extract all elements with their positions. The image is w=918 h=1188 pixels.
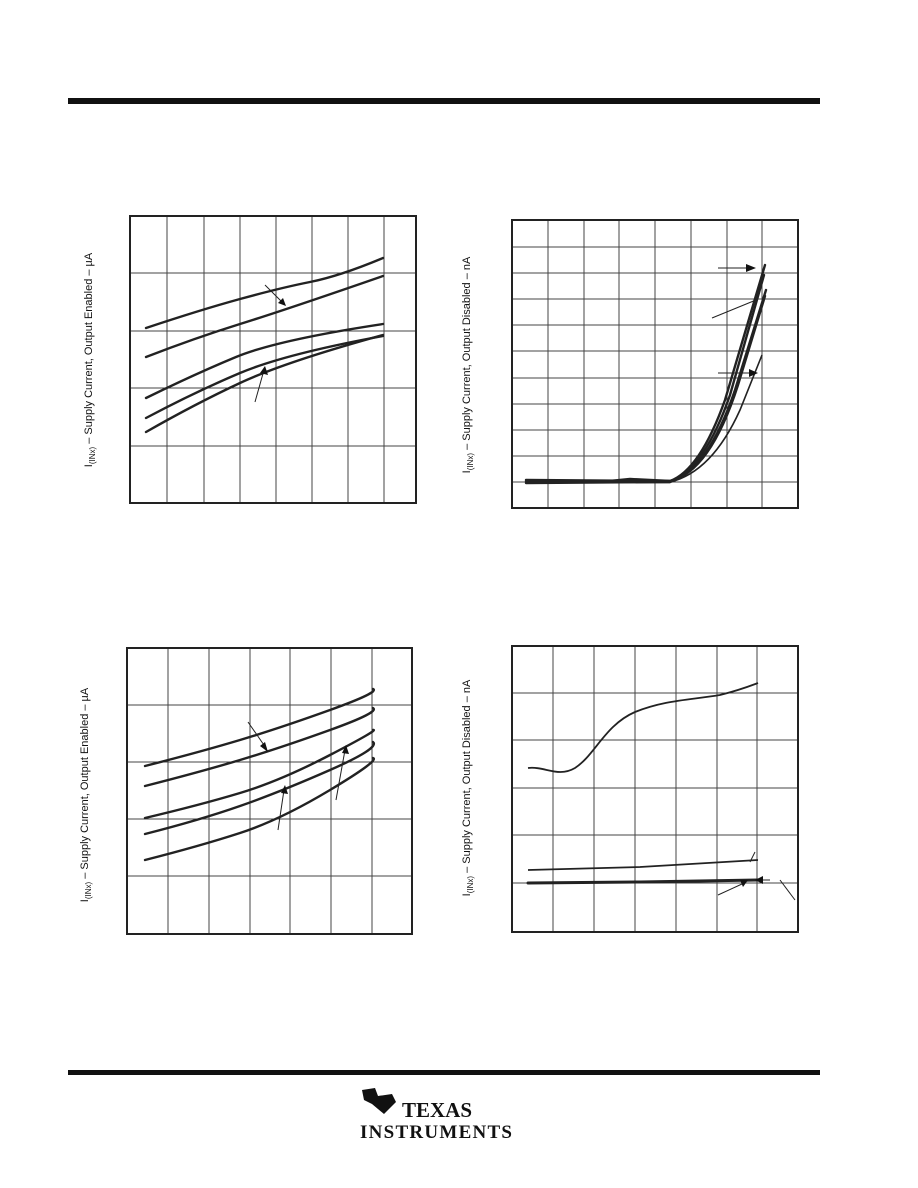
label-part: – Supply Current, Output Disabled – nA — [461, 679, 473, 876]
label-part: I — [461, 470, 473, 473]
top-rule — [68, 98, 820, 104]
label-part: I — [83, 464, 95, 467]
chart-1: I(INx) – Supply Current, Output Enabled … — [83, 215, 417, 504]
y-axis-label: I(INx) – Supply Current, Output Disabled… — [461, 256, 475, 473]
chart-2: I(INx) – Supply Current, Output Disabled… — [461, 219, 799, 509]
logo-text: INSTRUMENTS — [360, 1122, 512, 1143]
label-part: (INx) — [466, 876, 475, 894]
y-axis-label: I(INx) – Supply Current, Output Disabled… — [461, 679, 475, 896]
chart-4: I(INx) – Supply Current, Output Disabled… — [461, 645, 799, 933]
logo-text: TEXAS — [402, 1098, 472, 1122]
label-part: (INx) — [466, 453, 475, 471]
bottom-rule — [68, 1070, 820, 1075]
label-part: I — [461, 893, 473, 896]
chart-3: I(INx) – Supply Current, Output Enabled … — [79, 647, 413, 935]
label-part: – Supply Current, Output Enabled – µA — [79, 687, 91, 882]
y-axis-label: I(INx) – Supply Current, Output Enabled … — [83, 252, 97, 467]
y-axis-label: I(INx) – Supply Current, Output Enabled … — [79, 687, 93, 902]
label-part: (INx) — [84, 882, 93, 900]
label-part: – Supply Current, Output Enabled – µA — [83, 252, 95, 447]
label-part: (INx) — [88, 447, 97, 465]
logo: TEXAS INSTRUMENTS — [360, 1088, 512, 1143]
label-part: – Supply Current, Output Disabled – nA — [461, 256, 473, 453]
label-part: I — [79, 899, 91, 902]
